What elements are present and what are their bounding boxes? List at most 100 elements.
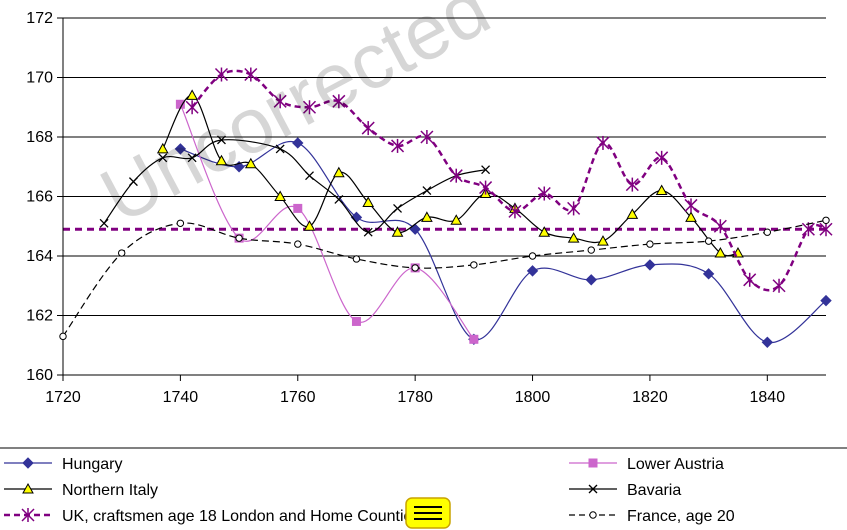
- series-layer: [59, 67, 833, 348]
- legend-entry: Hungary: [4, 456, 122, 473]
- legend-entry: Northern Italy: [4, 482, 158, 499]
- data-point: [274, 190, 287, 201]
- series-4: [185, 67, 833, 293]
- data-point: [702, 268, 715, 280]
- y-tick-label: 164: [26, 248, 53, 265]
- legend-label: Lower Austria: [627, 456, 724, 473]
- legend-label: Northern Italy: [62, 482, 158, 499]
- data-point: [713, 219, 727, 234]
- series-line: [62, 219, 827, 337]
- grid-lines: [63, 17, 826, 316]
- data-point: [646, 240, 654, 248]
- data-point: [391, 138, 405, 153]
- data-point: [704, 237, 713, 245]
- data-point: [361, 121, 375, 136]
- legend-label: Bavaria: [627, 482, 681, 499]
- data-point: [174, 143, 187, 155]
- data-point-stroke: [99, 218, 109, 228]
- data-point: [362, 196, 375, 207]
- data-point: [302, 100, 317, 115]
- data-point: [537, 186, 551, 201]
- note-icon[interactable]: [405, 497, 451, 529]
- data-point: [585, 274, 597, 286]
- data-point: [420, 130, 434, 144]
- data-point: [244, 67, 258, 82]
- data-point: [450, 214, 463, 225]
- data-point: [273, 94, 287, 109]
- data-point: [292, 137, 304, 149]
- data-point: [625, 177, 639, 192]
- data-point: [479, 180, 493, 195]
- y-tick-label: 172: [26, 10, 53, 27]
- data-point: [538, 226, 551, 237]
- data-point: [526, 265, 539, 277]
- data-point: [567, 201, 581, 216]
- data-point: [275, 144, 285, 154]
- data-point: [481, 165, 491, 175]
- data-point: [508, 204, 522, 219]
- data-point-stroke: [334, 195, 344, 204]
- data-point: [772, 278, 786, 293]
- y-tick-label: 170: [26, 70, 53, 87]
- data-point: [156, 142, 169, 154]
- data-point-stroke: [422, 186, 432, 196]
- x-tick-label: 1760: [280, 389, 316, 406]
- data-point: [685, 211, 697, 222]
- data-point-stroke: [363, 227, 373, 237]
- data-point: [117, 249, 126, 257]
- data-point-stroke: [588, 484, 598, 494]
- data-point: [59, 332, 67, 341]
- x-tick-label: 1800: [515, 389, 551, 406]
- data-point: [393, 203, 403, 213]
- x-tick-label: 1740: [163, 389, 199, 406]
- legend: Hungary Lower Austria Northern Italy Bavari…: [0, 447, 847, 525]
- legend-label: UK, craftsmen age 18 London and Home Cou…: [62, 508, 420, 525]
- data-point: [411, 264, 419, 272]
- data-point: [176, 219, 185, 227]
- data-point: [587, 246, 595, 254]
- legend-label: France, age 20: [627, 508, 735, 525]
- axes: 160 162 164 166 168 170 172 1720 1740 1760 1780 180…: [26, 10, 826, 406]
- data-point: [761, 336, 774, 348]
- data-point: [596, 135, 610, 150]
- data-point: [391, 226, 404, 237]
- data-point: [186, 89, 198, 100]
- y-tick-label: 160: [26, 367, 53, 384]
- y-tick-label: 166: [26, 189, 53, 206]
- legend-entry: Bavaria: [569, 482, 681, 499]
- data-point: [99, 218, 109, 228]
- y-tick-label: 162: [26, 308, 53, 325]
- data-point-stroke: [305, 171, 314, 181]
- data-point: [363, 227, 373, 237]
- data-point: [128, 177, 138, 187]
- data-point: [528, 252, 537, 260]
- data-point: [214, 67, 228, 82]
- data-point: [22, 457, 34, 469]
- data-point: [655, 150, 669, 165]
- series-3: [99, 135, 491, 237]
- data-point: [763, 228, 772, 236]
- data-point: [819, 222, 833, 237]
- legend-entry: France, age 20: [569, 508, 735, 525]
- data-point: [235, 234, 243, 242]
- data-point: [422, 186, 432, 196]
- data-point: [294, 240, 302, 248]
- data-point: [185, 100, 199, 115]
- data-point: [449, 168, 463, 183]
- data-point: [588, 484, 598, 494]
- data-point: [743, 272, 757, 287]
- data-point: [215, 154, 228, 166]
- data-point: [332, 94, 346, 109]
- data-point: [334, 195, 344, 204]
- series-2: [156, 89, 744, 258]
- legend-entry: Lower Austria: [569, 456, 724, 473]
- data-point-stroke: [481, 165, 491, 175]
- data-point: [597, 235, 609, 246]
- data-point: [421, 211, 433, 222]
- data-point: [303, 220, 316, 231]
- series-line: [191, 69, 827, 292]
- y-tick-label: 168: [26, 129, 53, 146]
- data-point: [469, 334, 479, 344]
- data-point: [22, 482, 34, 494]
